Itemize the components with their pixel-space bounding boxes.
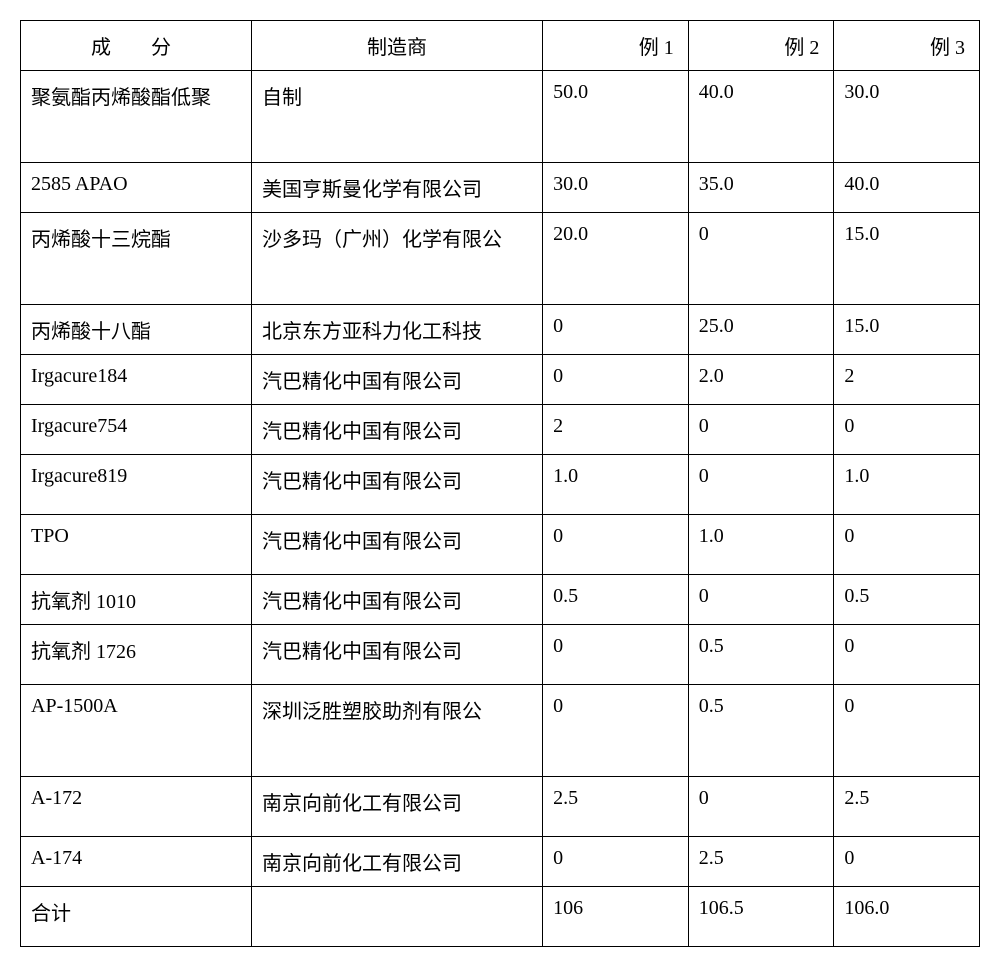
- table-row: A-172南京向前化工有限公司2.502.5: [21, 777, 980, 837]
- table-header-row: 成 分 制造商 例 1 例 2 例 3: [21, 21, 980, 71]
- cell-ingredient: 聚氨酯丙烯酸酯低聚: [21, 71, 252, 163]
- cell-example2: 0.5: [688, 685, 834, 777]
- cell-example3: 15.0: [834, 305, 980, 355]
- cell-example1: 0: [543, 305, 689, 355]
- cell-example1: 0.5: [543, 575, 689, 625]
- cell-example2: 0: [688, 405, 834, 455]
- cell-manufacturer: 汽巴精化中国有限公司: [251, 405, 542, 455]
- cell-manufacturer: 南京向前化工有限公司: [251, 837, 542, 887]
- cell-example3: 40.0: [834, 163, 980, 213]
- col-header-ingredient: 成 分: [21, 21, 252, 71]
- cell-example1: 1.0: [543, 455, 689, 515]
- cell-example1: 0: [543, 355, 689, 405]
- cell-ingredient: 2585 APAO: [21, 163, 252, 213]
- cell-example3: 0: [834, 405, 980, 455]
- table-row: 抗氧剂 1726汽巴精化中国有限公司00.50: [21, 625, 980, 685]
- cell-example1: 50.0: [543, 71, 689, 163]
- cell-manufacturer: 北京东方亚科力化工科技: [251, 305, 542, 355]
- table-row: 抗氧剂 1010汽巴精化中国有限公司0.500.5: [21, 575, 980, 625]
- cell-example2: 0: [688, 455, 834, 515]
- cell-manufacturer: 汽巴精化中国有限公司: [251, 575, 542, 625]
- col-header-example2: 例 2: [688, 21, 834, 71]
- table-row: Irgacure754汽巴精化中国有限公司200: [21, 405, 980, 455]
- cell-ingredient: Irgacure184: [21, 355, 252, 405]
- cell-example3: 106.0: [834, 887, 980, 947]
- col-header-example3: 例 3: [834, 21, 980, 71]
- cell-ingredient: TPO: [21, 515, 252, 575]
- cell-example2: 40.0: [688, 71, 834, 163]
- cell-example2: 25.0: [688, 305, 834, 355]
- table-row: AP-1500A深圳泛胜塑胶助剂有限公00.50: [21, 685, 980, 777]
- cell-manufacturer: 美国亨斯曼化学有限公司: [251, 163, 542, 213]
- cell-example2: 0: [688, 575, 834, 625]
- table-row: 丙烯酸十八酯北京东方亚科力化工科技025.015.0: [21, 305, 980, 355]
- cell-ingredient: 抗氧剂 1726: [21, 625, 252, 685]
- cell-example3: 30.0: [834, 71, 980, 163]
- cell-example2: 2.0: [688, 355, 834, 405]
- cell-manufacturer: 深圳泛胜塑胶助剂有限公: [251, 685, 542, 777]
- cell-example2: 2.5: [688, 837, 834, 887]
- cell-example1: 30.0: [543, 163, 689, 213]
- cell-example1: 0: [543, 515, 689, 575]
- cell-ingredient: A-172: [21, 777, 252, 837]
- cell-example3: 2: [834, 355, 980, 405]
- cell-manufacturer: 自制: [251, 71, 542, 163]
- cell-example2: 35.0: [688, 163, 834, 213]
- cell-manufacturer: 汽巴精化中国有限公司: [251, 355, 542, 405]
- cell-ingredient: 丙烯酸十三烷酯: [21, 213, 252, 305]
- cell-example1: 0: [543, 625, 689, 685]
- cell-example3: 2.5: [834, 777, 980, 837]
- cell-example3: 0: [834, 515, 980, 575]
- table-body: 聚氨酯丙烯酸酯低聚自制50.040.030.02585 APAO美国亨斯曼化学有…: [21, 71, 980, 947]
- table-row: Irgacure819汽巴精化中国有限公司1.001.0: [21, 455, 980, 515]
- cell-ingredient: 合计: [21, 887, 252, 947]
- cell-example3: 0: [834, 685, 980, 777]
- table-row: 合计 106106.5106.0: [21, 887, 980, 947]
- table-row: A-174南京向前化工有限公司02.50: [21, 837, 980, 887]
- cell-example1: 0: [543, 837, 689, 887]
- cell-manufacturer: [251, 887, 542, 947]
- table-row: TPO汽巴精化中国有限公司01.00: [21, 515, 980, 575]
- cell-manufacturer: 沙多玛（广州）化学有限公: [251, 213, 542, 305]
- cell-example1: 0: [543, 685, 689, 777]
- cell-example3: 1.0: [834, 455, 980, 515]
- table-row: 2585 APAO美国亨斯曼化学有限公司30.035.040.0: [21, 163, 980, 213]
- cell-ingredient: Irgacure819: [21, 455, 252, 515]
- cell-manufacturer: 南京向前化工有限公司: [251, 777, 542, 837]
- cell-manufacturer: 汽巴精化中国有限公司: [251, 515, 542, 575]
- cell-ingredient: AP-1500A: [21, 685, 252, 777]
- table-row: 丙烯酸十三烷酯沙多玛（广州）化学有限公20.0015.0: [21, 213, 980, 305]
- cell-example1: 106: [543, 887, 689, 947]
- cell-example3: 0: [834, 625, 980, 685]
- cell-manufacturer: 汽巴精化中国有限公司: [251, 625, 542, 685]
- cell-manufacturer: 汽巴精化中国有限公司: [251, 455, 542, 515]
- col-header-example1: 例 1: [543, 21, 689, 71]
- cell-example3: 15.0: [834, 213, 980, 305]
- table-row: 聚氨酯丙烯酸酯低聚自制50.040.030.0: [21, 71, 980, 163]
- cell-ingredient: 抗氧剂 1010: [21, 575, 252, 625]
- cell-ingredient: A-174: [21, 837, 252, 887]
- cell-example3: 0.5: [834, 575, 980, 625]
- col-header-manufacturer: 制造商: [251, 21, 542, 71]
- cell-example1: 20.0: [543, 213, 689, 305]
- cell-ingredient: Irgacure754: [21, 405, 252, 455]
- cell-example2: 1.0: [688, 515, 834, 575]
- cell-example2: 0: [688, 777, 834, 837]
- table-row: Irgacure184汽巴精化中国有限公司02.02: [21, 355, 980, 405]
- cell-example2: 0: [688, 213, 834, 305]
- cell-example2: 106.5: [688, 887, 834, 947]
- cell-example2: 0.5: [688, 625, 834, 685]
- composition-table: 成 分 制造商 例 1 例 2 例 3 聚氨酯丙烯酸酯低聚自制50.040.03…: [20, 20, 980, 947]
- cell-ingredient: 丙烯酸十八酯: [21, 305, 252, 355]
- cell-example1: 2: [543, 405, 689, 455]
- cell-example1: 2.5: [543, 777, 689, 837]
- cell-example3: 0: [834, 837, 980, 887]
